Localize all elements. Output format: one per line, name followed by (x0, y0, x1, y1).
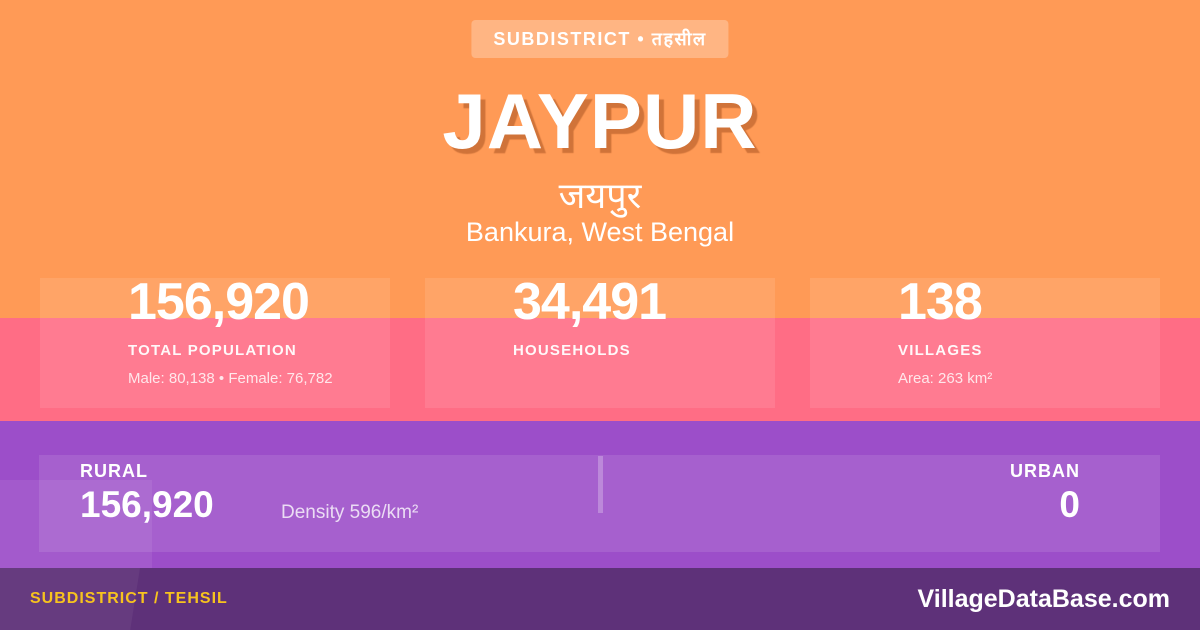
households-value: 34,491 (513, 273, 667, 331)
footer-brand: VillageDataBase.com (917, 584, 1170, 613)
page-title: JAYPUR (442, 77, 758, 165)
villages-label: VILLAGES (898, 342, 983, 359)
urban-value: 0 (1059, 484, 1080, 525)
urban-label: URBAN (1010, 461, 1080, 481)
footer-bar: SUBDISTRICT / TEHSIL VillageDataBase.com (0, 568, 1200, 630)
density-text: Density 596/km² (281, 502, 419, 523)
rural-urban-band-background (0, 421, 1200, 568)
villages-sublabel: Area: 263 km² (898, 370, 993, 387)
total-population-label: TOTAL POPULATION (128, 342, 297, 359)
rural-block: RURAL 156,920 (80, 461, 214, 525)
stat-card-villages: 138 VILLAGES Area: 263 km² (810, 273, 1160, 408)
villages-value: 138 (898, 273, 983, 331)
households-label: HOUSEHOLDS (513, 342, 631, 359)
rural-urban-panel (39, 455, 1160, 552)
rural-urban-divider (598, 456, 603, 513)
rural-label: RURAL (80, 461, 148, 481)
urban-block: URBAN 0 (1010, 461, 1080, 525)
rural-accent-block (0, 480, 152, 568)
footer-accent-shape (0, 568, 140, 630)
footer-category-label: SUBDISTRICT / TEHSIL (30, 590, 228, 607)
pink-band-background (0, 318, 1200, 421)
footer-background (0, 568, 1200, 630)
type-badge-label: SUBDISTRICT • तहसील (493, 29, 707, 49)
stat-card-total-population: 156,920 TOTAL POPULATION Male: 80,138 • … (40, 273, 390, 408)
native-name: जयपुर (558, 175, 642, 216)
rural-value: 156,920 (80, 484, 214, 525)
stat-card-households: 34,491 HOUSEHOLDS (425, 273, 775, 408)
total-population-sublabel: Male: 80,138 • Female: 76,782 (128, 370, 333, 387)
total-population-value: 156,920 (128, 273, 310, 331)
hero-background (0, 0, 1200, 318)
type-badge: SUBDISTRICT • तहसील (471, 20, 729, 58)
location-subtitle: Bankura, West Bengal (465, 217, 735, 247)
